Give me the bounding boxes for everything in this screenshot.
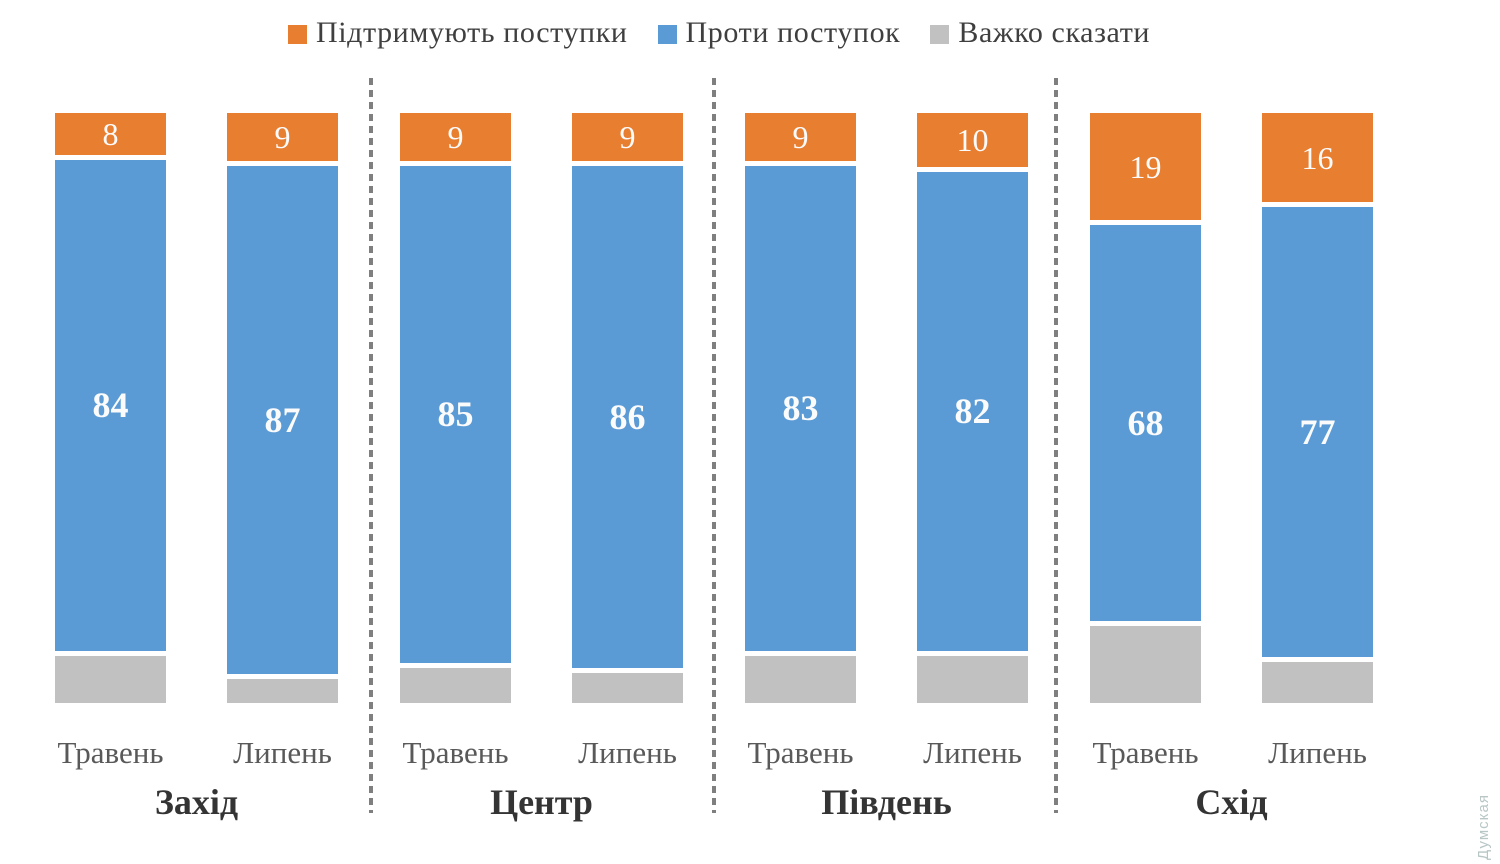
value-label-against: 77 <box>1299 412 1336 453</box>
value-label-support: 9 <box>619 119 636 156</box>
segment-support: 8 <box>55 113 166 161</box>
segment-undecided <box>745 655 856 703</box>
group-divider <box>369 78 373 813</box>
axis-label-month: Травень <box>402 735 509 770</box>
legend-swatch-undecided-icon <box>930 25 950 44</box>
value-label-support: 19 <box>1129 148 1162 185</box>
group-divider <box>712 78 716 813</box>
segment-undecided <box>400 667 511 703</box>
region-group-west: 8 84 9 87 Травень Липень Захід <box>55 113 338 830</box>
bar-south-may: 9 83 <box>745 113 856 703</box>
axis-label-month: Липень <box>233 735 332 770</box>
watermark: Думская <box>1475 794 1492 860</box>
bar-south-july: 10 82 <box>917 113 1028 703</box>
value-label-support: 8 <box>102 116 119 153</box>
axis-label-month: Травень <box>57 735 164 770</box>
region-group-east: 19 68 16 77 Травень Липень Схід <box>1090 113 1373 830</box>
bar-center-july: 9 86 <box>572 113 683 703</box>
axis-label-month: Травень <box>1092 735 1199 770</box>
value-label-support: 16 <box>1301 139 1334 176</box>
bar-east-july: 16 77 <box>1262 113 1373 703</box>
region-group-south: 9 83 10 82 Травень Липень Південь <box>745 113 1028 830</box>
segment-support: 9 <box>745 113 856 167</box>
segment-support: 19 <box>1090 113 1201 226</box>
segment-against: 85 <box>400 166 511 668</box>
segment-support: 9 <box>572 113 683 167</box>
legend-item-support: Підтримують поступки <box>287 16 628 50</box>
value-label-support: 9 <box>792 119 809 156</box>
segment-undecided <box>572 673 683 703</box>
segment-undecided <box>1262 661 1373 703</box>
segment-support: 9 <box>227 113 338 167</box>
legend-swatch-support-icon <box>287 25 307 44</box>
axis-label-region-east: Схід <box>1195 782 1268 822</box>
segment-against: 87 <box>227 166 338 680</box>
axis-label-month: Травень <box>747 735 854 770</box>
segment-undecided <box>1090 626 1201 703</box>
segment-undecided <box>227 679 338 703</box>
value-label-support: 10 <box>956 122 989 158</box>
segment-against: 77 <box>1262 207 1373 662</box>
legend-swatch-against-icon <box>657 25 677 44</box>
legend-label-support: Підтримують поступки <box>315 16 628 49</box>
segment-against: 84 <box>55 160 166 656</box>
segment-support: 16 <box>1262 113 1373 208</box>
legend-label-undecided: Важко сказати <box>958 16 1151 49</box>
segment-support: 9 <box>400 113 511 167</box>
bar-west-july: 9 87 <box>227 113 338 703</box>
segment-against: 82 <box>917 172 1028 656</box>
value-label-against: 85 <box>437 394 474 435</box>
segment-against: 68 <box>1090 225 1201 627</box>
bar-west-may: 8 84 <box>55 113 166 703</box>
bar-center-may: 9 85 <box>400 113 511 703</box>
segment-against: 86 <box>572 166 683 674</box>
axis-label-month: Липень <box>578 735 677 770</box>
segment-against: 83 <box>745 166 856 656</box>
segment-undecided <box>917 655 1028 703</box>
axis-label-region-west: Захід <box>154 782 239 822</box>
value-label-against: 86 <box>609 397 646 438</box>
axis-label-month: Липень <box>1268 735 1367 770</box>
bar-east-may: 19 68 <box>1090 113 1201 703</box>
value-label-against: 83 <box>782 388 819 429</box>
region-group-center: 9 85 9 86 Травень Липень Центр <box>400 113 683 830</box>
value-label-against: 87 <box>264 400 301 441</box>
segment-undecided <box>55 655 166 703</box>
value-label-support: 9 <box>447 119 464 156</box>
legend-label-against: Проти поступок <box>685 16 901 49</box>
value-label-support: 9 <box>274 119 291 156</box>
legend-item-against: Проти поступок <box>657 16 901 50</box>
legend-item-undecided: Важко сказати <box>930 16 1150 50</box>
axis-label-region-south: Південь <box>821 782 952 822</box>
axis-label-month: Липень <box>923 735 1022 770</box>
value-label-against: 84 <box>92 385 129 426</box>
group-divider <box>1054 78 1058 813</box>
axis-label-region-center: Центр <box>490 782 593 822</box>
segment-support: 10 <box>917 113 1028 172</box>
value-label-against: 68 <box>1127 403 1164 444</box>
legend: Підтримують поступки Проти поступок Важк… <box>0 16 1500 50</box>
value-label-against: 82 <box>954 391 991 432</box>
